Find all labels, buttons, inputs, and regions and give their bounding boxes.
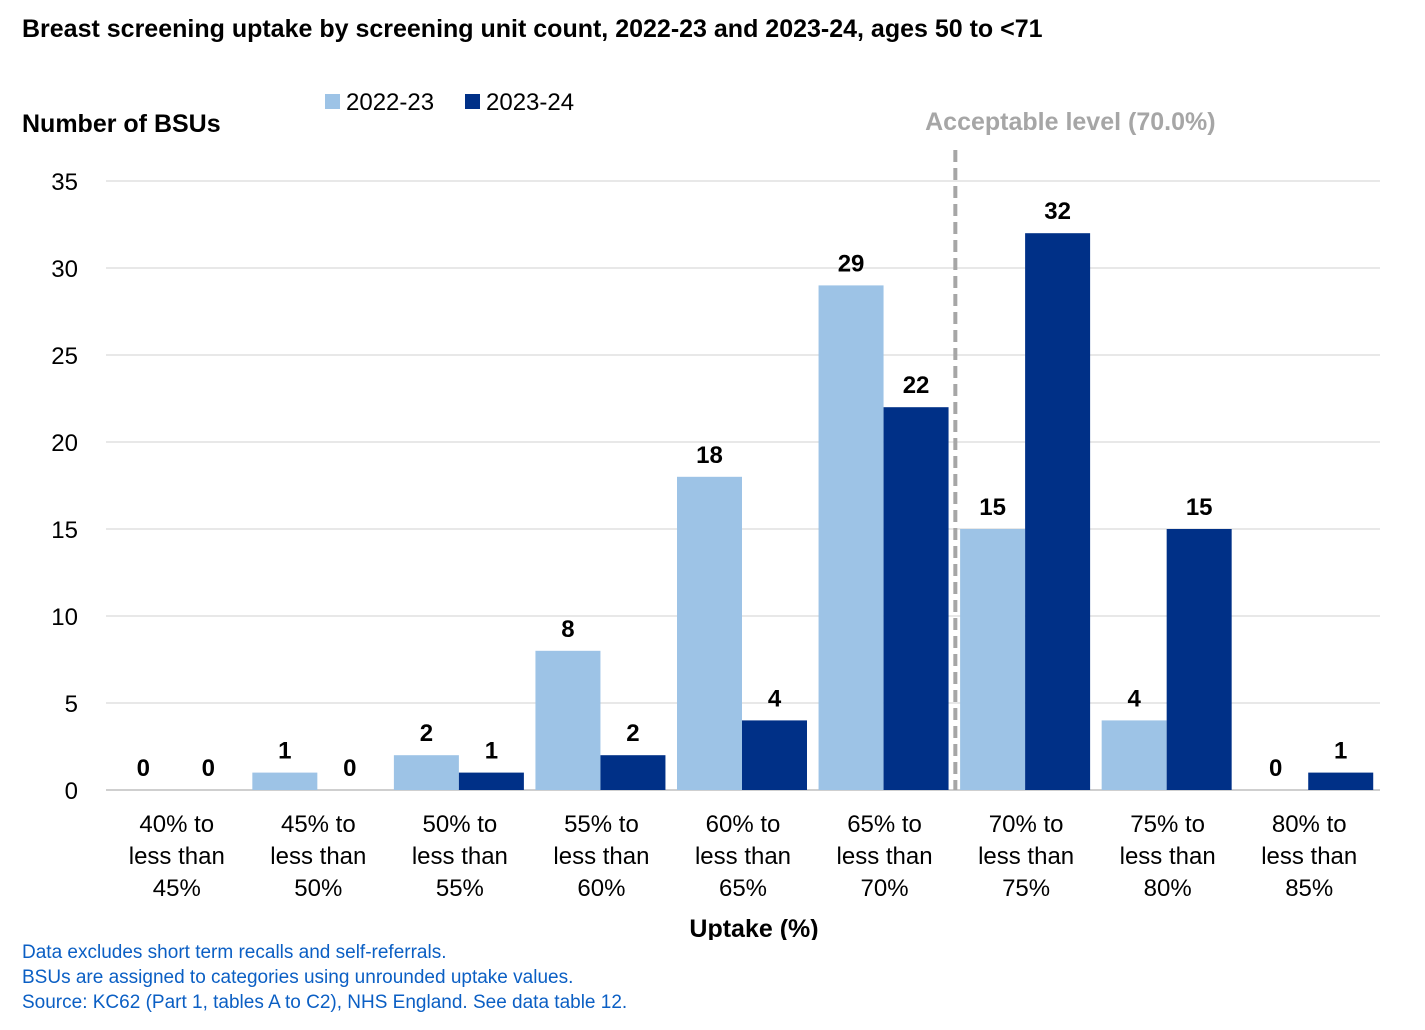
footnotes: Data excludes short term recalls and sel… (22, 940, 627, 1015)
category-label: 50% (294, 875, 342, 902)
category-label: 45% to (281, 811, 356, 838)
data-label: 0 (137, 755, 150, 782)
data-label: 22 (903, 372, 930, 399)
data-label: 15 (979, 494, 1006, 521)
y-tick-label: 30 (51, 256, 78, 283)
category-label: less than (695, 843, 791, 870)
reference-line: Acceptable level (70.0%) (925, 108, 1216, 790)
data-label: 18 (696, 442, 723, 469)
bar-2022-23-4 (677, 476, 742, 790)
bar-2023-24-2 (458, 772, 524, 790)
bar-2022-23-6 (960, 529, 1026, 790)
data-label: 15 (1186, 494, 1213, 521)
data-labels: 0 1 2 8 18 29 15 4 0 0 0 1 2 4 22 32 15 1 (137, 198, 1348, 782)
category-label: 40% to (139, 811, 214, 838)
category-label: 45% (153, 875, 201, 902)
category-label: 50% to (423, 811, 498, 838)
data-label: 8 (561, 616, 574, 643)
y-tick-label: 10 (51, 604, 78, 631)
data-label: 1 (485, 738, 498, 765)
data-label: 4 (768, 685, 782, 712)
y-tick-label: 25 (51, 343, 78, 370)
y-tick-label: 35 (51, 169, 78, 196)
bars (252, 233, 1374, 790)
legend-label-2022-23: 2022-23 (346, 89, 434, 116)
data-label: 1 (278, 738, 291, 765)
data-label: 29 (838, 250, 865, 277)
category-labels: 40% to less than 45% 45% to less than 50% 50% … (129, 811, 1358, 902)
category-label: less than (129, 843, 225, 870)
data-label: 32 (1044, 198, 1071, 225)
category-label: 65% to (847, 811, 922, 838)
x-axis-label: Uptake (%) (689, 915, 818, 940)
bar-2023-24-8 (1308, 772, 1374, 790)
category-label: less than (1120, 843, 1216, 870)
bar-2023-24-6 (1025, 233, 1091, 790)
bar-2022-23-7 (1101, 720, 1167, 790)
category-label: 55% (436, 875, 484, 902)
category-label: 80% (1144, 875, 1192, 902)
data-label: 0 (1269, 755, 1282, 782)
bar-2022-23-3 (535, 650, 601, 790)
y-tick-label: 5 (65, 691, 78, 718)
category-label: 60% (577, 875, 625, 902)
data-label: 2 (420, 720, 433, 747)
data-label: 0 (202, 755, 215, 782)
footnote-line: BSUs are assigned to categories using un… (22, 967, 574, 988)
legend-label-2023-24: 2023-24 (486, 89, 574, 116)
category-label: 65% (719, 875, 767, 902)
y-axis-ticks: 0 5 10 15 20 25 30 35 (51, 169, 78, 805)
category-label: 60% to (706, 811, 781, 838)
category-label: 70% (861, 875, 909, 902)
legend: 2022-23 2023-24 (325, 89, 574, 116)
bar-2023-24-3 (600, 755, 666, 790)
y-tick-label: 15 (51, 517, 78, 544)
category-label: 85% (1285, 875, 1333, 902)
category-label: 75% (1002, 875, 1050, 902)
bar-2023-24-7 (1166, 529, 1232, 790)
category-label: less than (837, 843, 933, 870)
category-label: less than (412, 843, 508, 870)
category-label: 80% to (1272, 811, 1347, 838)
y-tick-label: 20 (51, 430, 78, 457)
data-label: 4 (1127, 685, 1141, 712)
data-label: 1 (1334, 738, 1347, 765)
category-label: less than (270, 843, 366, 870)
acceptable-level-label: Acceptable level (70.0%) (925, 108, 1215, 136)
category-label: 55% to (564, 811, 639, 838)
footnote-line: Source: KC62 (Part 1, tables A to C2), N… (22, 992, 628, 1013)
bar-2023-24-4 (742, 720, 807, 790)
data-label: 2 (626, 720, 639, 747)
y-tick-label: 0 (65, 778, 78, 805)
bar-2022-23-1 (252, 772, 318, 790)
legend-swatch-2023-24 (465, 94, 480, 109)
chart: Breast screening uptake by screening uni… (22, 15, 1380, 940)
bar-2022-23-5 (818, 285, 884, 790)
data-label: 0 (343, 755, 356, 782)
category-label: less than (553, 843, 649, 870)
footnote-line: Data excludes short term recalls and sel… (22, 942, 447, 963)
category-label: less than (978, 843, 1074, 870)
legend-swatch-2022-23 (325, 94, 340, 109)
bar-2023-24-5 (883, 407, 949, 790)
category-label: less than (1261, 843, 1357, 870)
y-axis-label: Number of BSUs (22, 110, 221, 138)
bar-2022-23-2 (393, 755, 459, 790)
category-label: 75% to (1130, 811, 1205, 838)
category-label: 70% to (989, 811, 1064, 838)
chart-title: Breast screening uptake by screening uni… (22, 15, 1043, 43)
